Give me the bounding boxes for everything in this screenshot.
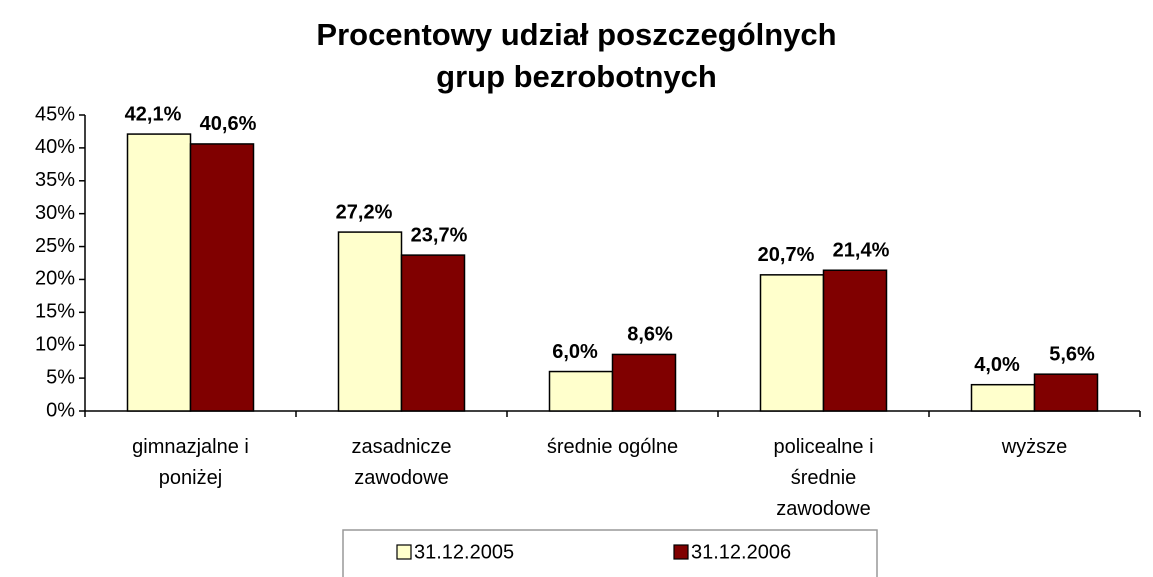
bar bbox=[400, 254, 466, 412]
bar bbox=[970, 383, 1036, 412]
x-tick-label: zasadnicze zawodowe bbox=[351, 436, 452, 489]
y-tick-label: 25% bbox=[35, 235, 75, 257]
value-label: 27,2% bbox=[336, 201, 393, 223]
legend-label: 31.12.2005 bbox=[414, 541, 514, 563]
y-tick-label: 40% bbox=[35, 136, 75, 158]
legend-label: 31.12.2006 bbox=[691, 541, 791, 563]
bar bbox=[822, 269, 888, 412]
x-tick-label: policealne i średnie zawodowe bbox=[773, 436, 874, 520]
value-label: 4,0% bbox=[974, 354, 1020, 376]
bar bbox=[189, 143, 255, 412]
value-label: 20,7% bbox=[758, 244, 815, 266]
y-tick-label: 0% bbox=[46, 399, 75, 421]
value-label: 8,6% bbox=[627, 324, 673, 346]
y-tick-label: 30% bbox=[35, 202, 75, 224]
x-tick-label: gimnazjalne i poniżej bbox=[132, 436, 249, 489]
y-tick-label: 5% bbox=[46, 366, 75, 388]
legend-box bbox=[342, 529, 878, 577]
bar bbox=[759, 274, 825, 412]
value-label: 5,6% bbox=[1049, 343, 1095, 365]
x-tick-label: średnie ogólne bbox=[546, 436, 679, 458]
y-tick-label: 35% bbox=[35, 169, 75, 191]
y-tick-label: 20% bbox=[35, 268, 75, 290]
bar bbox=[337, 231, 403, 412]
y-tick-label: 45% bbox=[35, 103, 75, 125]
value-label: 23,7% bbox=[411, 224, 468, 246]
bar bbox=[548, 370, 614, 412]
y-tick-label: 15% bbox=[35, 301, 75, 323]
value-label: 40,6% bbox=[200, 113, 257, 135]
value-label: 42,1% bbox=[125, 103, 182, 125]
legend-swatch bbox=[396, 544, 412, 560]
bar bbox=[126, 133, 192, 412]
bar bbox=[611, 353, 677, 412]
bar bbox=[1033, 373, 1099, 412]
chart-title: Procentowy udział poszczególnych grup be… bbox=[316, 17, 837, 94]
legend-swatch bbox=[673, 544, 689, 560]
value-label: 21,4% bbox=[833, 240, 890, 262]
x-tick-label: wyższe bbox=[1001, 436, 1068, 458]
y-tick-label: 10% bbox=[35, 334, 75, 356]
value-label: 6,0% bbox=[552, 341, 598, 363]
